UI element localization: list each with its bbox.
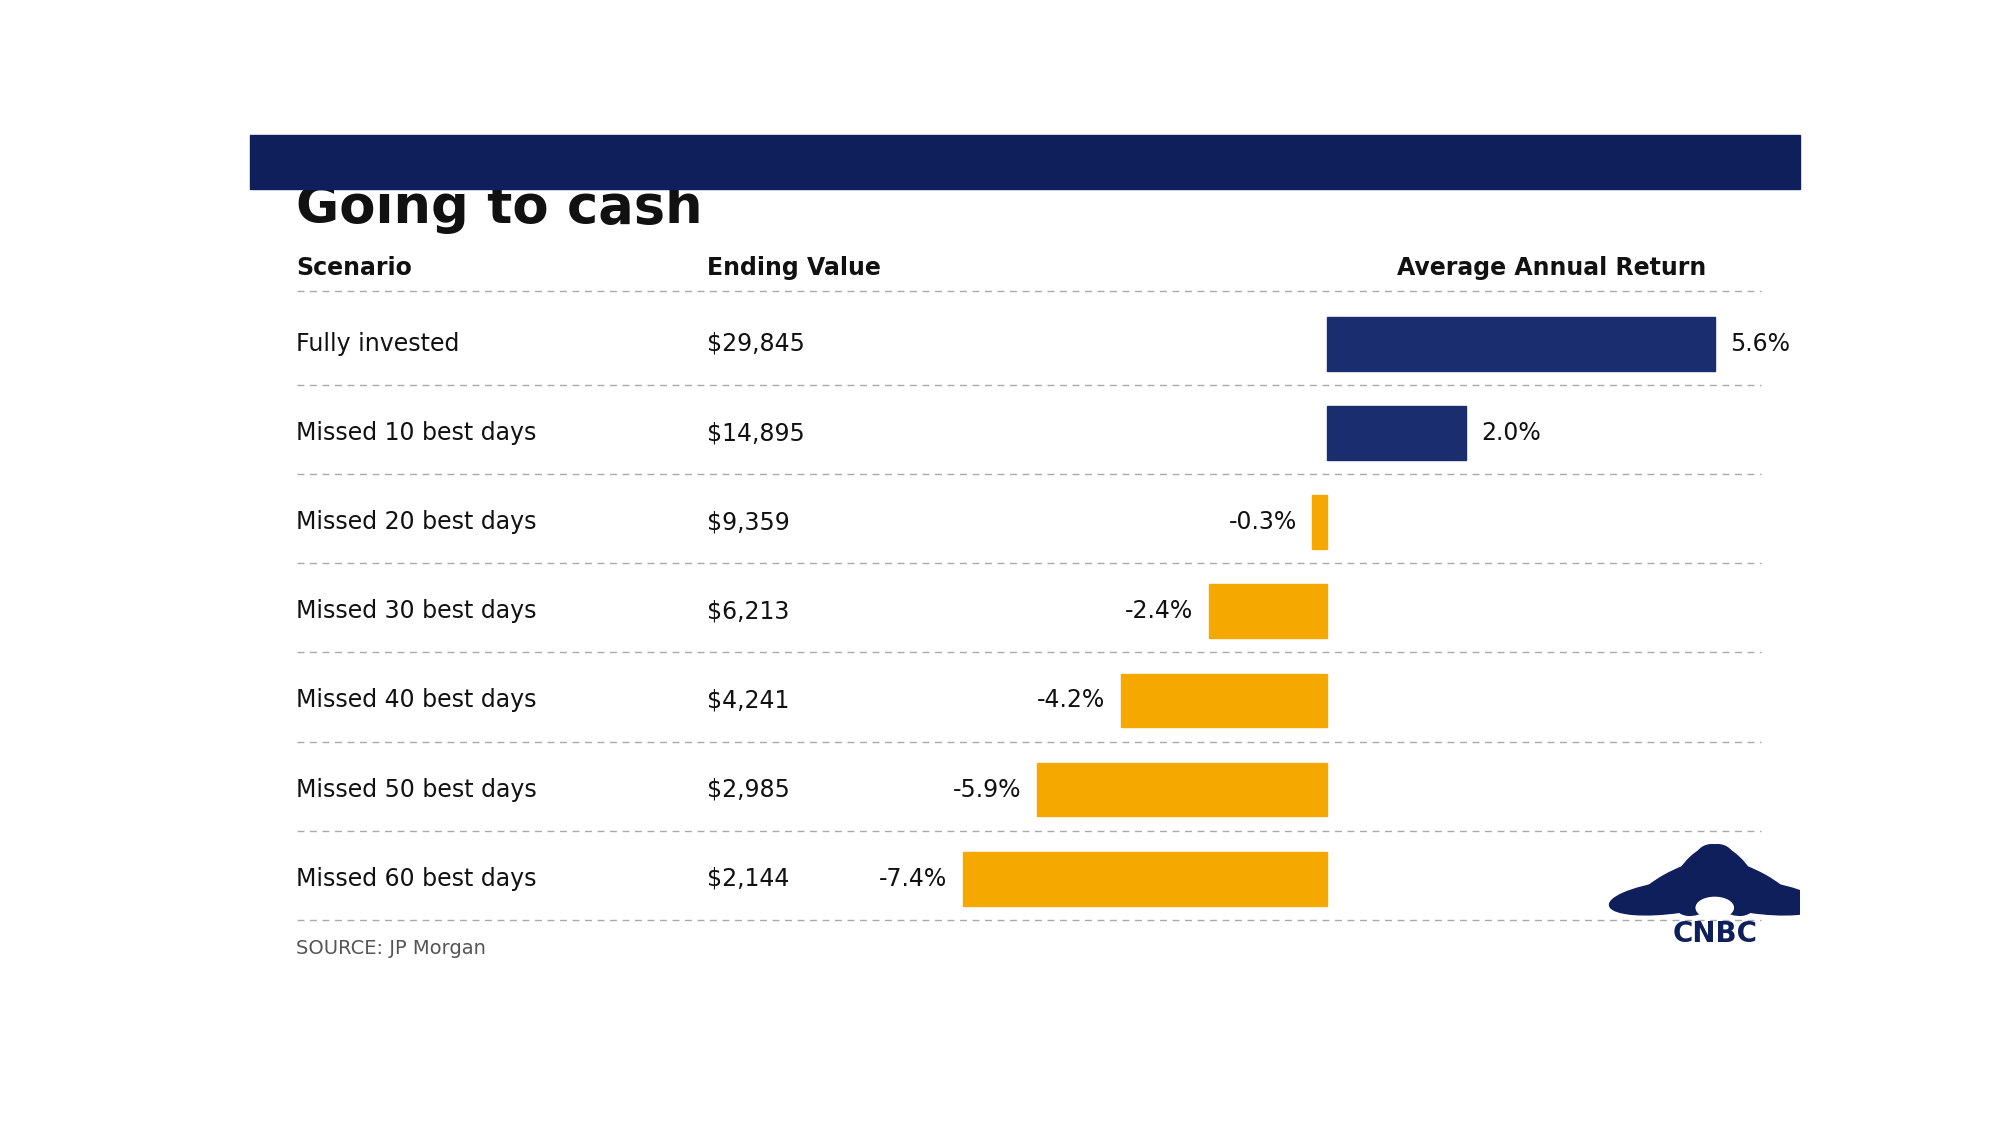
Circle shape <box>1696 897 1734 918</box>
Ellipse shape <box>1672 844 1736 915</box>
Text: $2,144: $2,144 <box>708 867 790 890</box>
Text: $4,241: $4,241 <box>708 689 790 713</box>
Ellipse shape <box>1696 859 1796 914</box>
Text: -7.4%: -7.4% <box>880 867 948 890</box>
Text: 2.0%: 2.0% <box>1482 422 1540 445</box>
Text: $9,359: $9,359 <box>708 510 790 534</box>
Bar <box>1036 763 1328 816</box>
Text: $29,845: $29,845 <box>708 332 806 356</box>
Ellipse shape <box>1610 879 1736 915</box>
Text: Average Annual Return: Average Annual Return <box>1398 256 1706 280</box>
Text: CNBC: CNBC <box>1672 921 1758 949</box>
Text: Missed 10 best days: Missed 10 best days <box>296 422 536 445</box>
Text: Fully invested: Fully invested <box>296 332 460 356</box>
Text: $14,895: $14,895 <box>708 422 804 445</box>
Text: Missed 20 best days: Missed 20 best days <box>296 510 536 534</box>
Text: Ending Value: Ending Value <box>708 256 882 280</box>
Text: $6,213: $6,213 <box>708 599 790 624</box>
Bar <box>1120 673 1328 727</box>
Text: -4.2%: -4.2% <box>1036 689 1106 713</box>
Text: -0.3%: -0.3% <box>1228 510 1296 534</box>
Bar <box>1210 584 1328 638</box>
Ellipse shape <box>1694 879 1820 915</box>
Text: $2,985: $2,985 <box>708 778 790 801</box>
Text: Missed 60 best days: Missed 60 best days <box>296 867 536 890</box>
Text: -5.9%: -5.9% <box>952 778 1022 801</box>
Text: SOURCE: JP Morgan: SOURCE: JP Morgan <box>296 939 486 958</box>
Text: 5.6%: 5.6% <box>1730 332 1790 356</box>
Bar <box>1328 317 1714 371</box>
Bar <box>1312 496 1328 549</box>
Text: Missed 30 best days: Missed 30 best days <box>296 599 536 624</box>
Text: -2.4%: -2.4% <box>1126 599 1194 624</box>
Text: Missed 40 best days: Missed 40 best days <box>296 689 536 713</box>
Text: Missed 50 best days: Missed 50 best days <box>296 778 538 801</box>
Text: Going to cash: Going to cash <box>296 182 704 235</box>
Text: Scenario: Scenario <box>296 256 412 280</box>
Bar <box>250 135 1800 189</box>
Ellipse shape <box>1634 859 1734 914</box>
Bar <box>1328 406 1466 460</box>
Ellipse shape <box>1694 844 1758 915</box>
Bar <box>964 852 1328 906</box>
